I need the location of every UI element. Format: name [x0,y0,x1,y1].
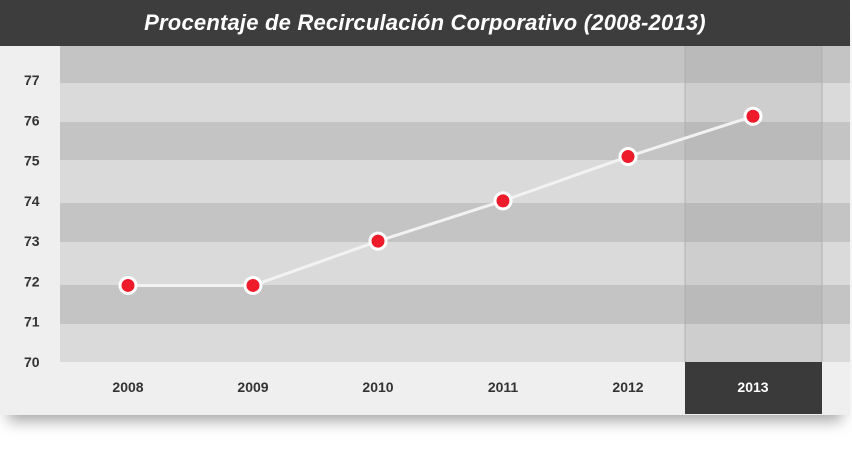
grid-band [60,160,850,203]
highlight-column-label-box [685,362,822,414]
background-bands [60,46,850,362]
y-tick-label: 71 [24,314,40,330]
grid-band [60,83,850,122]
x-tick-label: 2008 [112,379,143,395]
y-tick-label: 76 [24,112,40,128]
grid-band [60,203,850,242]
y-tick-label: 77 [24,72,40,88]
x-tick-label: 2009 [237,379,268,395]
y-tick-label: 74 [24,193,40,209]
data-point [493,191,513,211]
series-points-group [118,106,763,295]
grid-band [60,46,850,83]
highlight-column-shade [685,46,822,362]
series-line [128,114,754,287]
series-line-group [128,114,754,287]
x-tick-label: 2013 [737,379,768,395]
data-point [618,147,638,167]
data-point [743,106,763,126]
grid-band [60,242,850,285]
chart-title-bar: Procentaje de Recirculación Corporativo … [0,0,850,46]
x-tick-label: 2010 [362,379,393,395]
grid-band [60,285,850,324]
data-point [368,231,388,251]
grid-band [60,324,850,362]
y-tick-label: 70 [24,354,40,370]
y-axis-ticks: 70 71 72 73 74 75 76 77 [24,72,40,370]
y-tick-label: 75 [24,153,40,169]
chart-title: Procentaje de Recirculación Corporativo … [144,10,706,35]
x-tick-label: 2011 [488,379,519,395]
data-point [118,275,138,295]
x-axis-ticks: 2008 2009 2010 2011 2012 2013 [112,379,768,395]
highlighted-column [684,46,823,414]
x-tick-label: 2012 [612,379,643,395]
y-tick-label: 72 [24,273,40,289]
y-tick-label: 73 [24,233,40,249]
data-point [243,275,263,295]
